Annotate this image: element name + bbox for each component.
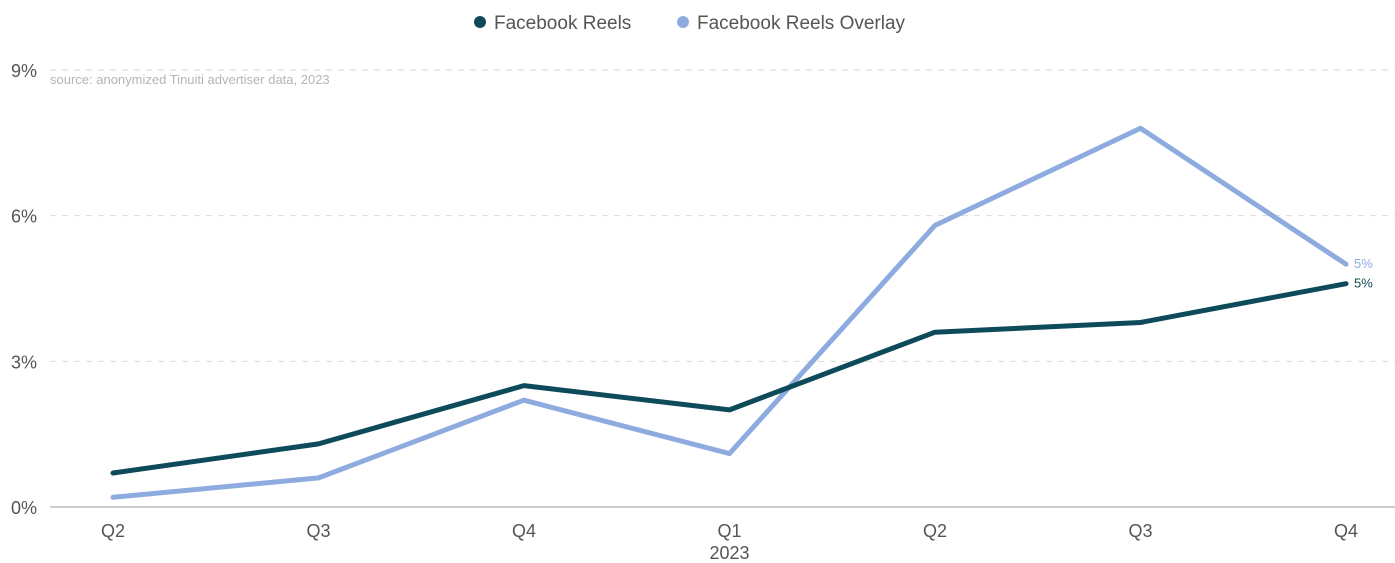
series-layer: 5%5% [110, 125, 1373, 500]
gridlines [50, 69, 1395, 362]
y-axis: 0% 3% 6% 9% [11, 61, 37, 518]
x-tick-label: Q4 [512, 521, 536, 541]
legend-marker-facebook-reels-overlay [677, 16, 689, 28]
y-tick-label: 9% [11, 61, 37, 81]
source-note: source: anonymized Tinuiti advertiser da… [50, 72, 330, 87]
legend-label-facebook-reels-overlay: Facebook Reels Overlay [697, 13, 906, 34]
series-line-facebook-reels [110, 281, 1349, 476]
end-label-facebook-reels: 5% [1354, 276, 1373, 291]
x-tick-label: Q3 [306, 521, 330, 541]
x-tick-label: Q2 [101, 521, 125, 541]
x-tick-label: Q2 [923, 521, 947, 541]
legend-marker-facebook-reels [474, 16, 486, 28]
x-tick-label: Q1 [717, 521, 741, 541]
y-tick-label: 3% [11, 352, 37, 372]
y-tick-label: 0% [11, 498, 37, 518]
legend-label-facebook-reels: Facebook Reels [494, 13, 631, 34]
legend: Facebook Reels Facebook Reels Overlay [474, 13, 906, 34]
x-axis: Q2 Q3 Q4 Q1 Q2 Q3 Q4 [101, 521, 1358, 541]
x-tick-label: Q3 [1128, 521, 1152, 541]
y-tick-label: 6% [11, 207, 37, 227]
x-axis-year-label: 2023 [709, 543, 749, 563]
x-tick-label: Q4 [1334, 521, 1358, 541]
end-label-facebook-reels-overlay: 5% [1354, 256, 1373, 271]
series-line-facebook-reels-overlay [110, 125, 1349, 500]
